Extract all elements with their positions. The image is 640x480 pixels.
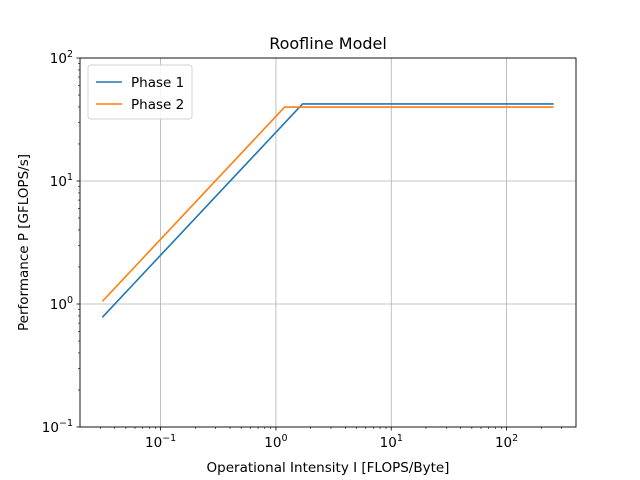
y-tick-label: 10−1: [42, 418, 73, 436]
x-tick-label: 100: [264, 433, 287, 451]
plot-frame: [79, 57, 577, 428]
x-axis-label: Operational Intensity I [FLOPS/Byte]: [207, 460, 450, 476]
y-tick-label: 102: [50, 49, 73, 67]
x-tick-label: 102: [495, 433, 518, 451]
legend: Phase 1 Phase 2: [87, 64, 193, 120]
tick-layer: 10−1 100 101 102 10−1 100 101 102: [42, 49, 562, 451]
y-axis-label: Performance P [GFLOPS/s]: [16, 154, 32, 331]
series-line-2: [101, 106, 554, 302]
series-line-1: [101, 103, 554, 318]
legend-box: [87, 64, 193, 120]
chart-title: Roofline Model: [269, 34, 387, 53]
y-tick-label: 101: [50, 172, 73, 190]
y-tick-label: 100: [50, 295, 73, 313]
x-tick-label: 10−1: [145, 433, 176, 451]
legend-label-2: Phase 2: [131, 97, 184, 113]
x-tick-label: 101: [380, 433, 403, 451]
legend-label-1: Phase 1: [131, 75, 184, 91]
series-layer: [101, 103, 554, 318]
